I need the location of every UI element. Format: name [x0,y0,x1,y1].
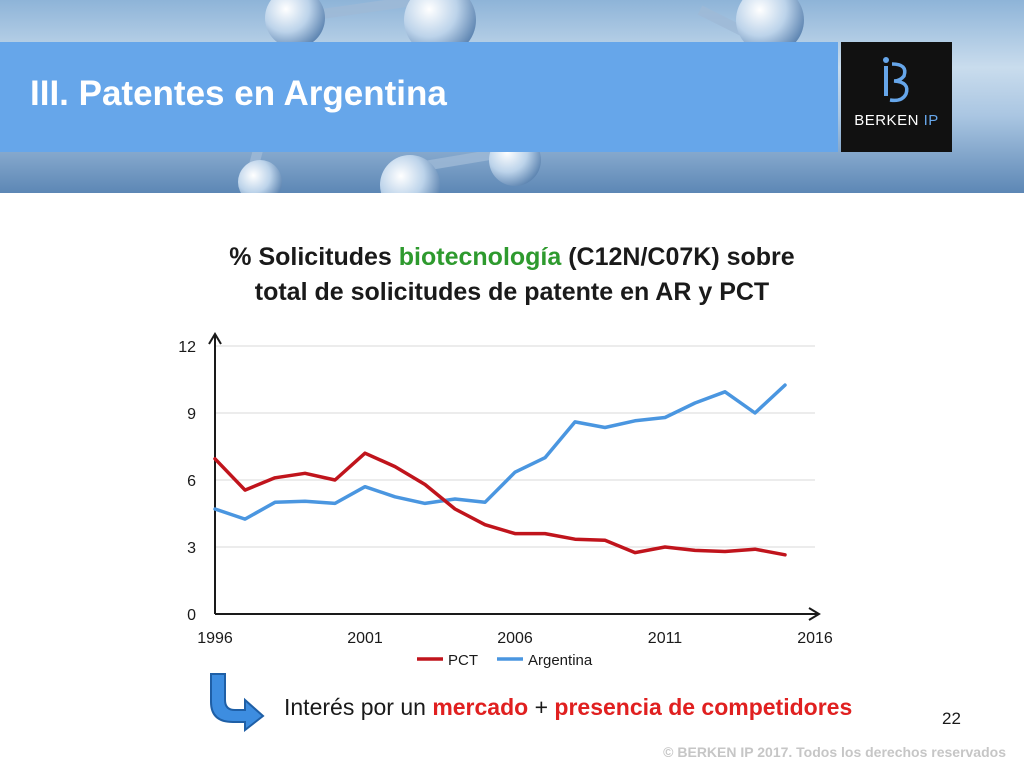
chart-title-line2: total de solicitudes de patente en AR y … [254,278,770,306]
x-tick-label: 2011 [648,630,683,647]
copyright-notice: © BERKEN IP 2017. Todos los derechos res… [663,744,1006,760]
conclusion-part2: + [528,694,555,720]
series-line-pct [213,451,787,557]
conclusion-market: mercado [432,694,529,720]
conclusion-part1: Interés por un [284,694,433,720]
page-title: III. Patentes en Argentina [30,74,447,113]
y-tick-label: 9 [187,406,196,423]
x-tick-label: 2016 [797,630,833,647]
logo-suffix: IP [923,112,939,129]
berken-logo: BERKEN IP [841,42,952,152]
chart-gridlines [215,345,815,548]
x-tick-label: 2006 [497,630,533,647]
chart-title-accent: biotecnología [398,243,562,271]
x-tick-labels: 1996 2001 2006 2011 2016 [197,630,833,647]
series-line-argentina [213,383,787,521]
curved-arrow-down-right-icon [210,673,265,732]
y-tick-label: 12 [178,339,196,356]
conclusion-text: Interés por un mercado + presencia de co… [284,694,852,721]
legend-label-argentina: Argentina [528,652,593,669]
y-tick-label: 0 [187,607,196,624]
y-tick-label: 3 [187,540,196,557]
legend-label-pct: PCT [448,652,478,669]
berken-ib-monogram-icon [883,57,909,103]
y-axis-arrowhead [208,332,222,345]
chart-title-part1: % Solicitudes [229,243,399,271]
chart-title: % Solicitudes biotecnología (C12N/C07K) … [130,240,894,310]
y-tick-label: 6 [187,473,196,490]
x-tick-label: 1996 [197,630,233,647]
chart-axes [208,332,821,621]
logo-brand: BERKEN [854,112,919,129]
logo-text: BERKEN IP [841,112,952,129]
y-tick-labels: 0 3 6 9 12 [178,339,196,624]
title-bar [0,42,838,152]
x-tick-label: 2001 [347,630,383,647]
x-axis-arrowhead [808,607,821,621]
chart-title-part2: (C12N/C07K) sobre [561,243,795,271]
page-number: 22 [942,709,961,728]
chart-legend: PCT Argentina [417,652,593,669]
header-banner: III. Patentes en Argentina BERKEN IP [0,0,1024,193]
chart-series [213,383,787,557]
conclusion-competitors: presencia de competidores [554,694,853,720]
